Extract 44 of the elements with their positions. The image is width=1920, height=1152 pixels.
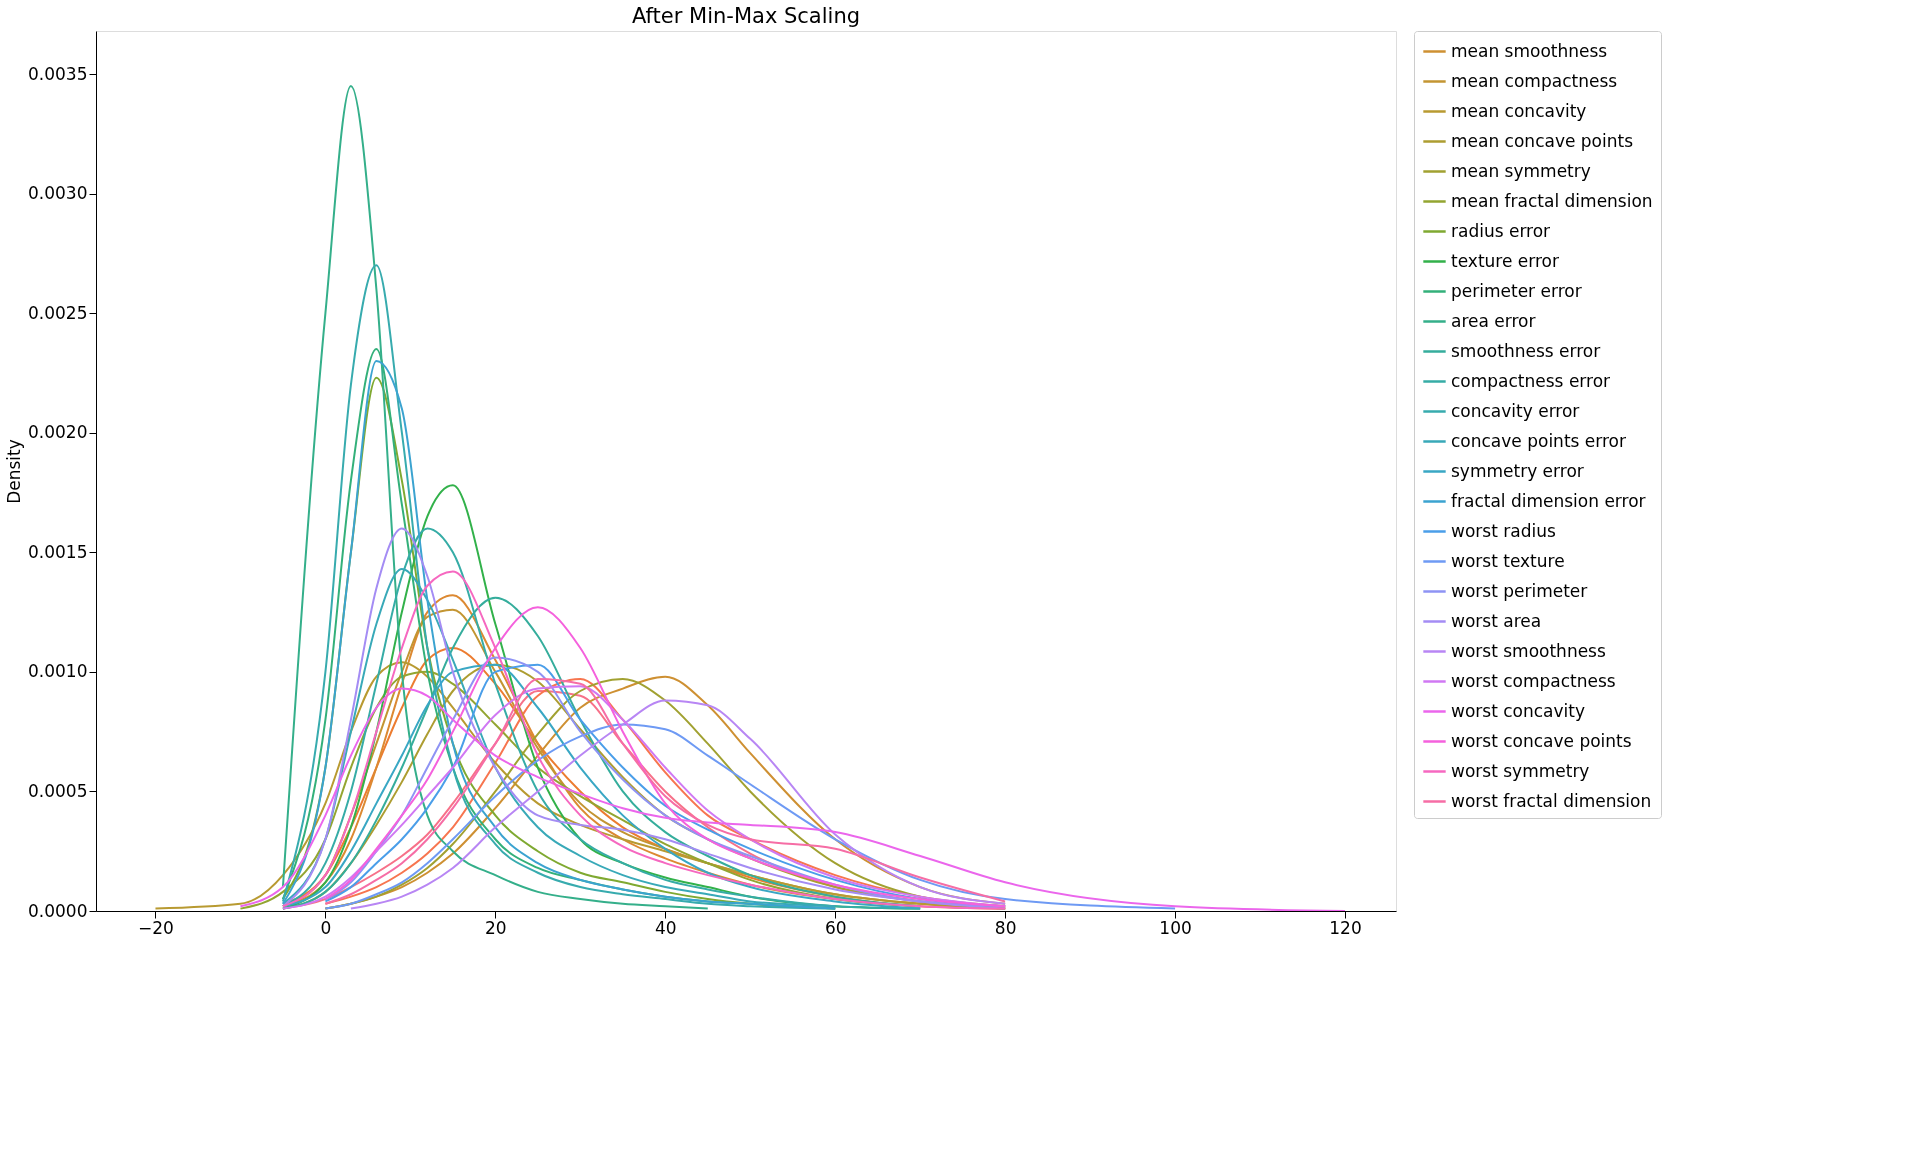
legend-label: worst area xyxy=(1451,610,1542,631)
legend-label: fractal dimension error xyxy=(1451,490,1646,511)
legend-label: worst fractal dimension xyxy=(1451,790,1652,811)
legend-label: worst smoothness xyxy=(1451,640,1606,661)
legend-label: worst concavity xyxy=(1451,700,1586,721)
y-tick-label: 0.0035 xyxy=(28,63,88,84)
legend-label: worst texture xyxy=(1451,550,1565,571)
x-tick-label: 0 xyxy=(320,917,332,938)
legend-label: smoothness error xyxy=(1451,340,1601,361)
legend-label: mean compactness xyxy=(1451,70,1618,91)
legend-label: area error xyxy=(1451,310,1536,331)
y-tick-label: 0.0030 xyxy=(28,183,88,204)
x-tick-label: 100 xyxy=(1159,917,1192,938)
y-tick-label: 0.0000 xyxy=(28,900,88,921)
x-tick-label: 20 xyxy=(485,917,507,938)
legend-label: mean concave points xyxy=(1451,130,1634,151)
chart-title: After Min-Max Scaling xyxy=(631,3,861,28)
legend-label: texture error xyxy=(1451,250,1559,271)
legend-label: worst radius xyxy=(1451,520,1556,541)
legend-label: concave points error xyxy=(1451,430,1626,451)
y-axis-title: Density xyxy=(4,439,25,504)
y-tick-label: 0.0015 xyxy=(28,541,88,562)
legend-label: mean symmetry xyxy=(1451,160,1591,181)
y-tick-label: 0.0010 xyxy=(28,661,88,682)
legend-label: mean smoothness xyxy=(1451,40,1608,61)
legend-label: symmetry error xyxy=(1451,460,1584,481)
y-tick-label: 0.0025 xyxy=(28,302,88,323)
legend-label: perimeter error xyxy=(1451,280,1582,301)
legend-label: worst concave points xyxy=(1451,730,1632,751)
x-tick-label: 120 xyxy=(1329,917,1362,938)
legend-label: radius error xyxy=(1451,220,1551,241)
y-tick-label: 0.0020 xyxy=(28,422,88,443)
legend-label: compactness error xyxy=(1451,370,1611,391)
legend-label: concavity error xyxy=(1451,400,1580,421)
x-tick-label: 40 xyxy=(654,917,677,938)
y-tick-label: 0.0005 xyxy=(28,780,88,801)
legend-label: worst symmetry xyxy=(1451,760,1590,781)
legend-label: worst compactness xyxy=(1451,670,1616,691)
x-tick-label: 60 xyxy=(824,917,847,938)
legend-label: mean fractal dimension xyxy=(1451,190,1653,211)
x-tick-label: −20 xyxy=(138,917,174,938)
x-tick-label: 80 xyxy=(994,917,1017,938)
legend-label: mean concavity xyxy=(1451,100,1587,121)
legend-label: worst perimeter xyxy=(1451,580,1588,601)
